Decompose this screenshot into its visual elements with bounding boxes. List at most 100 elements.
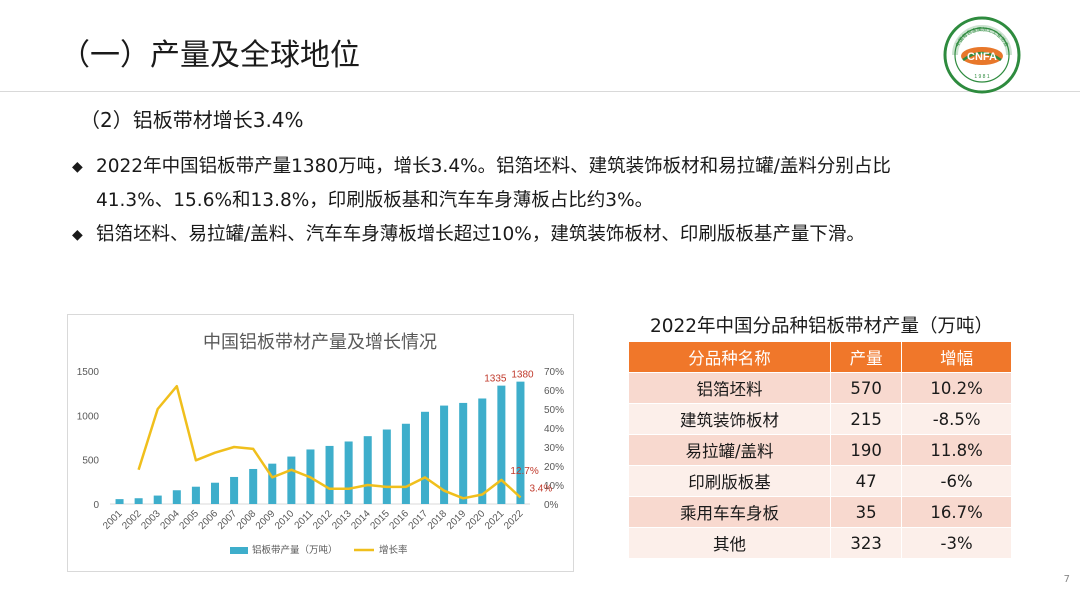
legend-bar-swatch <box>230 547 248 554</box>
table-row: 印刷版板基 47 -6% <box>628 465 1012 497</box>
chart-bar <box>210 482 220 504</box>
x-tick-label: 2015 <box>368 508 392 532</box>
chart-title: 中国铝板带材产量及增长情况 <box>203 332 437 353</box>
table-cell: 215 <box>829 403 903 435</box>
y-tick-label-right: 50% <box>544 405 564 416</box>
logo-center-text: CNFA <box>967 51 997 63</box>
table-cell: -3% <box>901 527 1012 559</box>
page-title: （一）产量及全球地位 <box>60 38 360 73</box>
x-tick-label: 2018 <box>426 508 450 532</box>
bar-data-label: 1335 <box>484 374 507 385</box>
x-tick-label: 2005 <box>178 508 202 532</box>
legend-line-label: 增长率 <box>379 544 408 556</box>
chart-bar <box>325 445 334 504</box>
x-tick-label: 2016 <box>388 508 412 532</box>
x-tick-label: 2011 <box>293 508 316 531</box>
y-tick-label-left: 1500 <box>77 367 100 378</box>
bullet-text-line: 41.3%、15.6%和13.8%，印刷版板基和汽车车身薄板占比约3%。 <box>96 190 654 211</box>
table-row: 乘用车车身板 35 16.7% <box>628 496 1012 528</box>
chart-bar <box>249 468 258 504</box>
chart-bar <box>172 490 181 504</box>
chart-bar <box>230 476 239 504</box>
x-tick-label: 2009 <box>254 508 278 532</box>
bullet-list: ◆ 2022年中国铝板带产量1380万吨，增长3.4%。铝箔坯料、建筑装饰板材和… <box>72 150 1032 252</box>
table-cell: 190 <box>829 434 903 466</box>
bullet-item: ◆ 2022年中国铝板带产量1380万吨，增长3.4%。铝箔坯料、建筑装饰板材和… <box>72 150 1032 218</box>
table-row: 铝箔坯料 570 10.2% <box>628 372 1012 404</box>
chart-bar <box>516 381 525 504</box>
table-cell: 47 <box>829 465 903 497</box>
table-cell: 570 <box>829 372 903 404</box>
page-number: 7 <box>1063 574 1070 585</box>
chart-bar <box>459 402 468 504</box>
y-tick-label-right: 70% <box>544 367 564 378</box>
table-cell: 其他 <box>628 527 831 559</box>
table-cell: 16.7% <box>901 496 1012 528</box>
chart-bar <box>440 405 449 504</box>
line-data-label: 3.4% <box>529 484 552 495</box>
x-tick-label: 2014 <box>349 508 373 532</box>
table-cell: 乘用车车身板 <box>628 496 831 528</box>
chart-bar <box>382 429 391 504</box>
table-cell: 323 <box>829 527 903 559</box>
table-header-cell: 增幅 <box>901 341 1012 373</box>
table-row: 其他 323 -3% <box>628 527 1012 559</box>
growth-rate-line <box>137 384 522 500</box>
chart-bar <box>478 398 487 504</box>
table-cell: 10.2% <box>901 372 1012 404</box>
table-header-cell: 产量 <box>829 341 903 373</box>
table-cell: 易拉罐/盖料 <box>628 434 831 466</box>
bullet-text-line: 铝箔坯料、易拉罐/盖料、汽车车身薄板增长超过10%，建筑装饰板材、印刷版板基产量… <box>96 224 865 245</box>
chart-canvas: 中国铝板带材产量及增长情况 0 500 1000 1500 0% 10% 20% 30% 40% 5… <box>77 332 564 556</box>
section-subtitle: （2）铝板带材增长3.4% <box>80 108 304 132</box>
product-output-table: 分品种名称 产量 增幅 铝箔坯料 570 10.2% 建筑装饰板材 215 -8… <box>628 341 1012 559</box>
legend-bar-label: 铝板带产量（万吨） <box>252 544 338 556</box>
y-tick-label-right: 40% <box>544 424 564 435</box>
diamond-bullet-icon: ◆ <box>72 159 83 175</box>
chart-bar <box>363 436 372 504</box>
table-cell: 建筑装饰板材 <box>628 403 831 435</box>
table-cell: 11.8% <box>901 434 1012 466</box>
table-header-row: 分品种名称 产量 增幅 <box>628 341 1012 373</box>
y-tick-label-right: 20% <box>544 462 564 473</box>
table-cell: 印刷版板基 <box>628 465 831 497</box>
y-tick-label-right: 60% <box>544 386 564 397</box>
chart-bar <box>191 486 200 504</box>
table-cell: -8.5% <box>901 403 1012 435</box>
chart-bar <box>153 495 162 504</box>
table-cell: 35 <box>829 496 903 528</box>
diamond-bullet-icon: ◆ <box>72 227 83 243</box>
y-tick-label-right: 10% <box>544 481 564 492</box>
title-divider <box>0 91 1080 92</box>
table-cell: 铝箔坯料 <box>628 372 831 404</box>
x-tick-label: 2021 <box>483 508 507 532</box>
bullet-text-line: 2022年中国铝板带产量1380万吨，增长3.4%。铝箔坯料、建筑装饰板材和易拉… <box>96 156 891 177</box>
logo-year-text: 1 9 8 1 <box>974 74 990 80</box>
x-tick-label: 2017 <box>407 508 431 532</box>
cnfa-logo: CNFA 1 9 8 1 中国有色金属加工工业协会 <box>943 16 1021 94</box>
chart-bar <box>497 385 506 504</box>
x-tick-label: 2001 <box>101 508 125 532</box>
y-tick-label-left: 1000 <box>77 411 100 422</box>
y-tick-label-left: 500 <box>82 456 99 467</box>
chart-bar <box>115 499 124 504</box>
x-tick-label: 2019 <box>445 508 469 532</box>
chart-bar <box>268 463 277 504</box>
table-cell: -6% <box>901 465 1012 497</box>
x-tick-label: 2004 <box>158 508 182 532</box>
x-tick-label: 2020 <box>464 508 488 532</box>
table-row: 易拉罐/盖料 190 11.8% <box>628 434 1012 466</box>
x-tick-label: 2006 <box>197 508 221 532</box>
y-tick-label-left: 0 <box>93 500 99 511</box>
bullet-item: ◆ 铝箔坯料、易拉罐/盖料、汽车车身薄板增长超过10%，建筑装饰板材、印刷版板基… <box>72 218 1032 252</box>
chart-bar <box>134 498 143 504</box>
y-tick-label-right: 30% <box>544 443 564 454</box>
x-tick-label: 2022 <box>502 508 526 532</box>
y-tick-label-right: 0% <box>544 500 559 511</box>
chart-bar <box>287 456 296 504</box>
chart-bar <box>344 441 353 504</box>
x-tick-label: 2012 <box>311 508 335 532</box>
x-tick-label: 2007 <box>216 508 240 532</box>
chart-bar <box>420 411 430 504</box>
table-header-cell: 分品种名称 <box>628 341 831 373</box>
